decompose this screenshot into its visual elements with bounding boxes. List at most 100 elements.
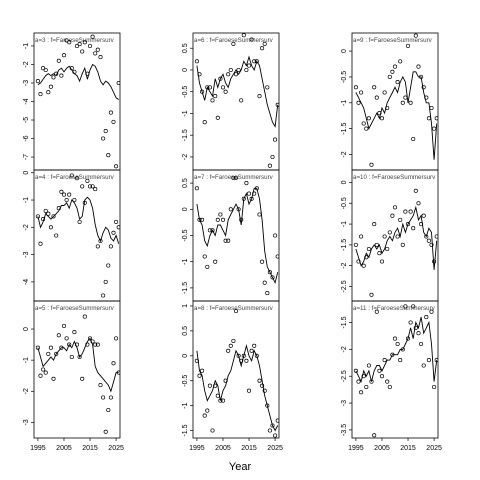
x-tick-label: 1995: [30, 445, 46, 452]
data-point: [395, 341, 400, 347]
data-point: [241, 196, 246, 201]
fitted-line: [196, 55, 279, 128]
data-point: [215, 115, 220, 120]
data-point: [246, 191, 252, 196]
data-point: [59, 189, 64, 194]
data-point: [231, 338, 236, 343]
panel-label: a=3 : f=FaroeseSummersurv: [35, 37, 115, 44]
data-point: [51, 376, 56, 381]
data-point: [64, 38, 69, 43]
data-point: [69, 66, 74, 71]
data-point: [197, 217, 202, 222]
data-point: [377, 111, 382, 116]
panel-label: a=6 : f=FaroeseSummersurv: [194, 37, 274, 44]
data-point: [359, 90, 364, 95]
data-point: [101, 136, 106, 141]
data-point: [257, 212, 262, 217]
data-point: [98, 238, 103, 244]
y-tick-label: -3: [23, 251, 30, 257]
panel-label: a=5 : f=FaroeseSummersurv: [35, 305, 115, 312]
fitted-line: [37, 196, 120, 244]
panel-frame: [33, 300, 121, 439]
data-point: [197, 373, 202, 378]
data-point: [387, 230, 392, 235]
data-point: [405, 222, 411, 227]
panel-label: a=8 : f=FaroeseSummersurv: [194, 305, 274, 312]
data-point: [226, 72, 231, 77]
data-point: [114, 164, 119, 169]
y-tick-label: -5: [23, 117, 30, 123]
data-point: [111, 361, 116, 366]
data-point: [249, 37, 254, 42]
data-point: [387, 384, 392, 390]
panel-label: a=11 : f=FaroeseSummersurv: [353, 305, 436, 312]
data-point: [108, 244, 113, 249]
data-point: [353, 368, 358, 373]
data-point: [249, 348, 254, 353]
data-point: [236, 353, 241, 358]
data-point: [265, 403, 270, 408]
data-point: [262, 280, 267, 285]
data-point: [270, 154, 275, 160]
data-point: [361, 374, 366, 379]
data-point: [38, 92, 43, 97]
data-point: [48, 225, 53, 230]
panel-frame: [33, 32, 121, 171]
data-point: [413, 33, 418, 38]
panel-marks: [35, 314, 120, 434]
y-tick-label: -1.5: [341, 123, 348, 135]
data-point: [374, 242, 379, 247]
data-point: [416, 331, 421, 336]
y-tick-label: -4: [23, 279, 30, 285]
data-point: [80, 376, 85, 381]
y-tick-label: -1.5: [182, 129, 189, 141]
panel-3: 0 -0.5 -1 -1.5 -2 a=9 : f=FaroeseSummersurv: [341, 32, 439, 171]
data-point: [108, 110, 113, 115]
data-point: [400, 100, 405, 105]
data-point: [390, 213, 395, 218]
data-point: [239, 358, 244, 363]
data-point: [236, 67, 241, 73]
panel-8: 1 0.5 0 -0.5 -1 -1.5 1995 2005 2015 2025 a=8 : f=F…: [182, 300, 283, 452]
data-point: [43, 370, 48, 375]
data-point: [72, 197, 77, 203]
data-point: [236, 207, 241, 212]
data-point: [432, 126, 437, 131]
data-point: [82, 200, 87, 205]
data-point: [379, 374, 385, 379]
data-point: [421, 363, 426, 368]
data-point: [220, 217, 226, 222]
data-point: [61, 323, 67, 328]
data-point: [218, 212, 223, 217]
data-point: [67, 192, 72, 197]
data-point: [372, 433, 377, 438]
data-point: [241, 353, 246, 358]
y-tick-label: -3: [23, 419, 30, 425]
data-point: [200, 368, 205, 373]
y-tick-label: -2.5: [341, 280, 348, 292]
y-tick-label: -1: [23, 357, 30, 363]
data-point: [252, 343, 257, 348]
data-point: [38, 373, 43, 378]
data-point: [361, 263, 366, 268]
data-point: [385, 379, 390, 384]
data-point: [405, 43, 411, 48]
data-point: [239, 98, 244, 103]
data-point: [262, 41, 267, 46]
data-point: [252, 191, 257, 196]
data-point: [252, 59, 257, 64]
data-point: [398, 59, 403, 64]
y-tick-label: -7: [23, 154, 30, 160]
panel-marks: [353, 304, 438, 438]
panel-marks: [35, 34, 120, 169]
y-tick-label: 0: [182, 68, 189, 72]
data-point: [200, 217, 205, 222]
y-tick-label: -1: [182, 110, 189, 116]
data-point: [270, 275, 275, 280]
data-point: [239, 217, 244, 222]
panel-label: a=7 : f=FaroeseSummersurv: [194, 174, 274, 181]
data-point: [207, 85, 212, 90]
data-point: [210, 98, 215, 103]
y-tick-label: -0.5: [341, 197, 348, 209]
